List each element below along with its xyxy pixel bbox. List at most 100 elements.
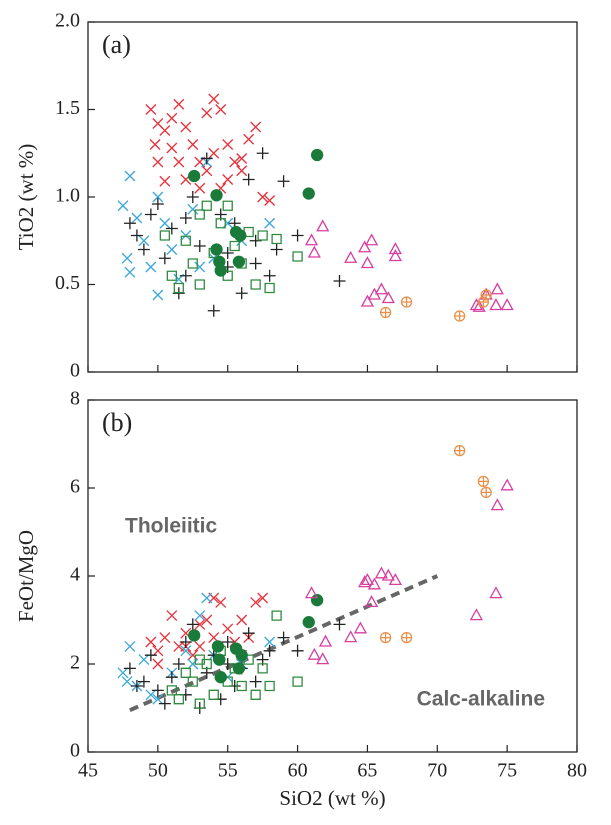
point: [477, 475, 490, 487]
x-tick-label: 65: [357, 760, 377, 782]
point: [179, 212, 192, 224]
point: [187, 139, 199, 150]
x-tick-label: 45: [78, 760, 98, 782]
point: [236, 614, 248, 626]
point: [138, 654, 150, 666]
point: [379, 306, 392, 319]
point: [194, 640, 206, 652]
point: [222, 217, 234, 229]
point: [172, 658, 185, 670]
y-tick-label: 4: [70, 564, 80, 586]
point: [360, 573, 375, 586]
x-tick-label: 70: [427, 760, 447, 782]
point: [277, 175, 290, 188]
point: [137, 675, 150, 688]
point: [194, 698, 205, 709]
x-tick-label: 50: [148, 760, 168, 782]
point: [144, 208, 157, 221]
x-tick-label: 75: [497, 760, 517, 782]
point: [215, 218, 226, 229]
point: [229, 156, 241, 168]
point: [166, 270, 177, 281]
point: [353, 621, 368, 634]
point: [469, 608, 484, 621]
point: [124, 266, 136, 278]
point: [151, 684, 164, 697]
y-axis-label: FeOt/MgO: [14, 530, 38, 622]
point: [180, 235, 191, 246]
point: [257, 230, 268, 241]
point: [453, 310, 466, 322]
point: [187, 649, 199, 661]
point: [123, 217, 136, 230]
point: [210, 189, 223, 202]
point: [257, 663, 268, 674]
point: [117, 200, 129, 212]
point: [358, 240, 372, 253]
point: [194, 654, 205, 665]
point: [249, 675, 262, 688]
point: [130, 229, 143, 242]
x-axis-label: SiO2 (wt %): [279, 786, 385, 810]
point: [236, 680, 247, 692]
point: [400, 296, 413, 308]
point: [381, 291, 395, 304]
point: [215, 596, 227, 608]
point: [121, 676, 133, 688]
annotation: Tholeiitic: [125, 515, 217, 538]
point: [201, 165, 213, 177]
point: [188, 169, 201, 183]
point: [194, 261, 206, 273]
point: [194, 279, 205, 290]
point: [250, 689, 261, 700]
y-tick-label: 0.5: [55, 272, 80, 294]
point: [201, 107, 213, 119]
point: [151, 198, 164, 210]
point: [211, 640, 225, 653]
point: [365, 233, 379, 246]
point: [453, 445, 466, 457]
point: [213, 653, 226, 666]
point: [277, 631, 290, 644]
point: [365, 595, 379, 608]
point: [307, 245, 321, 258]
point: [179, 269, 192, 282]
point: [292, 676, 303, 687]
point: [187, 658, 199, 670]
point: [388, 573, 402, 586]
point: [236, 153, 248, 164]
point: [270, 243, 283, 256]
point: [159, 125, 171, 136]
point: [222, 270, 233, 281]
point: [271, 233, 282, 245]
point: [165, 222, 178, 235]
point: [333, 618, 346, 631]
point: [215, 104, 227, 115]
point: [187, 203, 199, 215]
point: [264, 217, 276, 229]
point: [292, 251, 303, 262]
point: [249, 257, 262, 270]
point: [229, 240, 240, 252]
point: [166, 610, 178, 622]
point: [131, 212, 143, 224]
point: [200, 152, 213, 165]
point: [149, 139, 161, 150]
point: [236, 165, 248, 177]
point: [263, 269, 276, 282]
point: [264, 636, 276, 648]
y-tick-label: 1.0: [55, 185, 80, 207]
point: [263, 644, 276, 657]
point: [344, 250, 358, 263]
point: [208, 689, 219, 700]
point: [374, 566, 388, 579]
point: [242, 173, 255, 186]
point: [304, 586, 319, 599]
point: [257, 592, 269, 604]
y-tick-label: 8: [70, 388, 80, 410]
point: [152, 156, 164, 168]
point: [172, 287, 185, 300]
point: [250, 121, 262, 133]
point: [234, 229, 247, 242]
